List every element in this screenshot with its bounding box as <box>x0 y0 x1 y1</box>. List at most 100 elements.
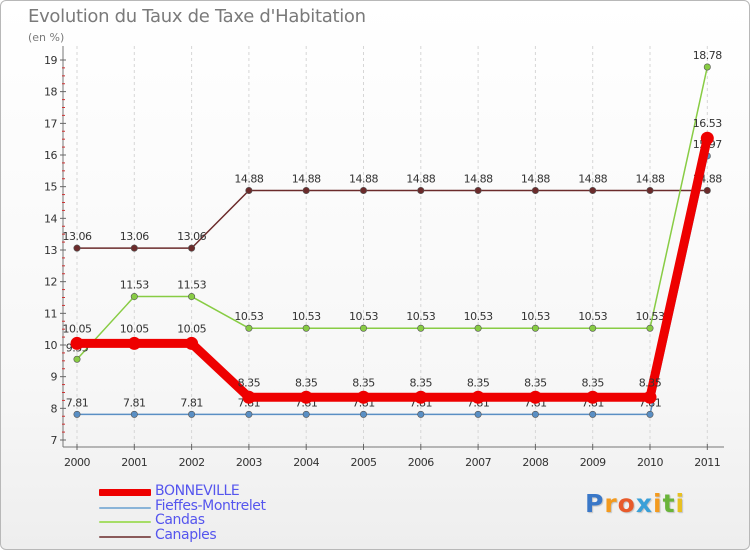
data-label: 13.06 <box>63 230 92 243</box>
data-label: 13.06 <box>120 230 149 243</box>
y-tick-label: 14 <box>44 212 57 225</box>
data-point <box>703 63 711 71</box>
y-tick-label: 17 <box>44 117 57 130</box>
data-label: 14.88 <box>406 172 435 185</box>
data-label: 18.78 <box>693 49 722 62</box>
data-point <box>302 324 310 332</box>
data-point <box>359 324 367 332</box>
legend-label: Canaples <box>155 526 217 543</box>
data-label: 14.88 <box>636 172 665 185</box>
x-tick-label: 2006 <box>408 456 434 469</box>
data-label: 10.53 <box>636 310 665 323</box>
data-label: 16.53 <box>693 117 722 130</box>
data-point <box>586 390 600 404</box>
data-label: 7.81 <box>66 396 89 409</box>
data-point <box>700 131 714 145</box>
data-label: 10.53 <box>234 310 263 323</box>
y-tick-label: 16 <box>44 149 57 162</box>
data-label: 14.88 <box>578 172 607 185</box>
data-point <box>299 390 313 404</box>
data-point <box>73 355 81 363</box>
data-point <box>185 336 199 350</box>
data-point <box>188 410 196 418</box>
data-point <box>643 390 657 404</box>
data-point <box>130 244 138 252</box>
logo-letter: t <box>662 489 676 518</box>
logo-letter: i <box>653 489 663 518</box>
series-line-fieffes-montrelet <box>76 155 709 416</box>
y-tick-label: 15 <box>44 181 57 194</box>
legend-swatch <box>99 535 151 538</box>
data-label: 10.53 <box>292 310 321 323</box>
data-label: 13.06 <box>177 230 206 243</box>
data-label: 8.35 <box>524 376 547 389</box>
legend-swatch <box>99 506 151 509</box>
data-point <box>417 186 425 194</box>
logo-letter: o <box>617 489 636 518</box>
chart-title: Evolution du Taux de Taxe d'Habitation <box>28 6 366 27</box>
y-tick-label: 11 <box>44 307 57 320</box>
y-tick-label: 18 <box>44 86 57 99</box>
series-line-canaples <box>76 189 709 249</box>
y-tick-label: 19 <box>44 54 57 67</box>
data-point <box>417 324 425 332</box>
x-tick-label: 2002 <box>179 456 205 469</box>
x-tick-label: 2001 <box>121 456 147 469</box>
data-point <box>589 324 597 332</box>
data-point <box>531 410 539 418</box>
data-point <box>127 336 141 350</box>
data-label: 10.05 <box>120 322 149 335</box>
logo-letter: P <box>585 489 605 518</box>
data-point <box>417 410 425 418</box>
legend-label: Fieffes-Montrelet <box>155 497 266 514</box>
data-point <box>242 390 256 404</box>
logo-letter: r <box>604 489 618 518</box>
data-point <box>646 410 654 418</box>
series-line-candas <box>76 66 709 360</box>
logo-letter: x <box>635 489 653 518</box>
legend-label: BONNEVILLE <box>155 483 240 499</box>
legend-swatch <box>99 489 151 496</box>
data-label: 7.81 <box>123 396 146 409</box>
x-tick-label: 2007 <box>465 456 491 469</box>
logo-letter: i <box>675 489 686 518</box>
data-label: 10.53 <box>578 310 607 323</box>
data-point <box>357 390 370 404</box>
y-tick-label: 8 <box>51 402 58 415</box>
x-tick-label: 2000 <box>64 456 90 469</box>
x-tick-label: 2010 <box>637 456 663 469</box>
legend-label: Candas <box>155 512 205 528</box>
data-label: 14.88 <box>234 172 263 185</box>
data-point <box>73 410 81 418</box>
data-label: 8.35 <box>238 376 261 389</box>
data-point <box>474 410 482 418</box>
proxiti-logo: Proxiti <box>585 489 685 518</box>
data-point <box>188 244 196 252</box>
data-point <box>130 410 138 418</box>
y-tick-label: 10 <box>44 339 57 352</box>
data-point <box>646 186 654 194</box>
data-point <box>188 293 196 301</box>
data-point <box>471 390 485 404</box>
x-tick-label: 2004 <box>293 456 319 469</box>
data-point <box>528 390 542 404</box>
data-label: 8.35 <box>352 376 375 389</box>
data-point <box>302 410 310 418</box>
data-label: 11.53 <box>120 279 149 292</box>
data-point <box>73 244 81 252</box>
data-label: 10.05 <box>63 322 92 335</box>
data-label: 14.88 <box>464 172 493 185</box>
data-label: 14.88 <box>292 172 321 185</box>
data-label: 10.53 <box>349 310 378 323</box>
y-tick-label: 7 <box>51 434 58 447</box>
data-label: 8.35 <box>581 376 604 389</box>
legend-swatch <box>99 521 151 523</box>
y-tick-label: 12 <box>44 276 57 289</box>
data-point <box>531 324 539 332</box>
data-point <box>245 410 253 418</box>
data-point <box>589 186 597 194</box>
series-line-bonneville <box>72 133 712 402</box>
data-point <box>474 186 482 194</box>
data-label: 10.53 <box>406 310 435 323</box>
